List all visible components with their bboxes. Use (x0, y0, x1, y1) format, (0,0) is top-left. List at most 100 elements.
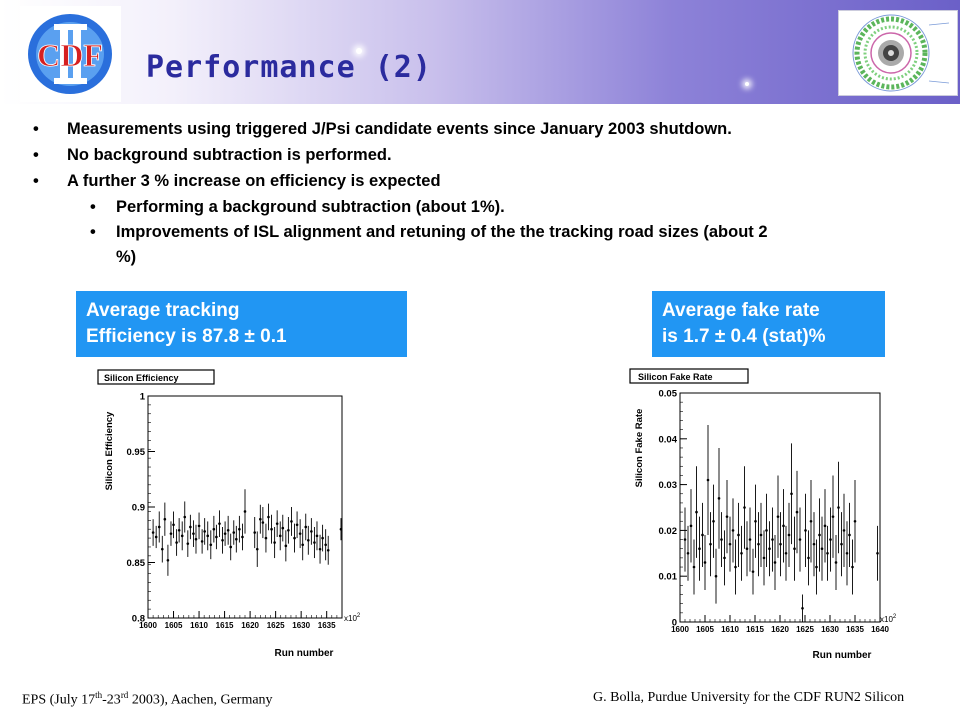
sub-bullet-dot: • (90, 223, 96, 241)
footer-text: G. Bolla, Purdue University for the CDF … (593, 690, 905, 705)
page-title: Performance (2) (146, 50, 432, 85)
detector-diagram (838, 10, 958, 96)
bullet-item-1: Measurements using triggered J/Psi candi… (67, 120, 732, 138)
data-point (295, 523, 299, 527)
cdf-logo-icon: CDF (28, 14, 112, 94)
data-point (315, 534, 319, 538)
data-point (818, 533, 821, 537)
data-point (759, 533, 763, 537)
data-points (683, 425, 879, 622)
data-point (172, 523, 175, 527)
silicon-efficiency-plot: Silicon Efficiency 0.8 0.85 0.9 0.95 1 1600 16… (97, 369, 361, 659)
data-point (683, 538, 687, 541)
data-point (737, 533, 740, 537)
data-point (801, 606, 804, 610)
footer-text: -23 (102, 692, 121, 708)
callout-line: Efficiency is 87.8 ± 0.1 (86, 326, 287, 347)
data-point (229, 545, 233, 549)
data-point (842, 529, 846, 532)
footer-superscript: rd (120, 690, 129, 700)
plot-title-box (97, 369, 215, 385)
x-tick-label: 1610 (190, 621, 208, 630)
x-multiplier: x102 (880, 614, 897, 624)
y-axis-label: Silicon Fake Rate (634, 409, 645, 488)
data-point (773, 561, 777, 564)
sub-bullet-item-2-continued: %) (116, 248, 137, 266)
data-point (762, 556, 766, 560)
data-point (740, 552, 743, 555)
callout-line: Average tracking (86, 300, 240, 321)
data-point (765, 529, 768, 532)
data-point (776, 515, 780, 518)
data-point (259, 517, 262, 521)
data-point (197, 524, 201, 528)
data-point (321, 536, 324, 540)
bullet-dot: • (33, 172, 39, 190)
data-point (209, 543, 213, 547)
x-axis-label: Run number (813, 650, 872, 661)
data-point (284, 544, 288, 548)
data-point (154, 535, 158, 539)
data-point (304, 525, 308, 529)
data-point (313, 541, 316, 544)
data-point (194, 537, 198, 541)
data-point (823, 524, 827, 528)
data-point (200, 540, 204, 543)
data-point (709, 542, 712, 546)
data-point (701, 533, 704, 537)
data-point (804, 529, 807, 532)
bullet-dot: • (33, 120, 39, 138)
x-tick-label: 1630 (292, 621, 310, 630)
plot-title: Silicon Fake Rate (638, 372, 713, 382)
footer-text: EPS (July 17 (22, 692, 96, 708)
data-point (226, 529, 230, 532)
plot-title-box (629, 368, 749, 384)
data-point (837, 506, 840, 509)
y-tick-label: 0.02 (659, 526, 678, 537)
svg-text:CDF: CDF (37, 37, 103, 73)
slide-header (0, 0, 960, 104)
x-multiplier: x102 (344, 613, 361, 623)
data-point (270, 527, 273, 531)
data-point (853, 519, 857, 523)
data-point (790, 492, 793, 496)
data-point (728, 542, 732, 546)
data-point (787, 533, 791, 537)
data-point (712, 519, 715, 523)
data-point (703, 561, 707, 564)
footer-superscript: th (95, 690, 103, 700)
data-point (169, 532, 173, 535)
data-point (261, 521, 265, 524)
x-tick-label: 1605 (696, 625, 714, 634)
x-tick-label: 1615 (746, 625, 764, 634)
sub-bullet-dot: • (90, 198, 96, 216)
data-point (876, 552, 879, 555)
data-point (166, 558, 170, 562)
data-point (301, 543, 304, 547)
footer-left: EPS (July 17th-23rd 2003), Aachen, Germa… (22, 690, 273, 709)
y-tick-label: 0.01 (659, 572, 678, 583)
y-tick-label: 0.04 (659, 434, 678, 445)
data-point (287, 529, 290, 532)
x-tick-label: 1635 (846, 625, 864, 634)
sub-bullet-item-1: Performing a background subtraction (abo… (116, 198, 505, 216)
data-point (815, 565, 818, 569)
data-point (241, 535, 244, 539)
plot-frame (679, 392, 881, 623)
data-point (798, 538, 802, 541)
data-point (160, 547, 164, 551)
data-point (820, 547, 824, 551)
x-tick-label: 1640 (871, 625, 889, 634)
sparkle-decoration (745, 82, 749, 86)
data-point (829, 538, 832, 541)
data-point (771, 538, 774, 541)
x-tick-label: 1615 (216, 621, 234, 630)
bullet-dot: • (33, 146, 39, 164)
data-point (734, 565, 737, 569)
data-point (307, 539, 310, 542)
data-point (751, 570, 755, 573)
data-point (745, 547, 749, 551)
data-point (273, 541, 276, 544)
data-point (281, 526, 285, 530)
x-tick-label: 1610 (721, 625, 739, 634)
